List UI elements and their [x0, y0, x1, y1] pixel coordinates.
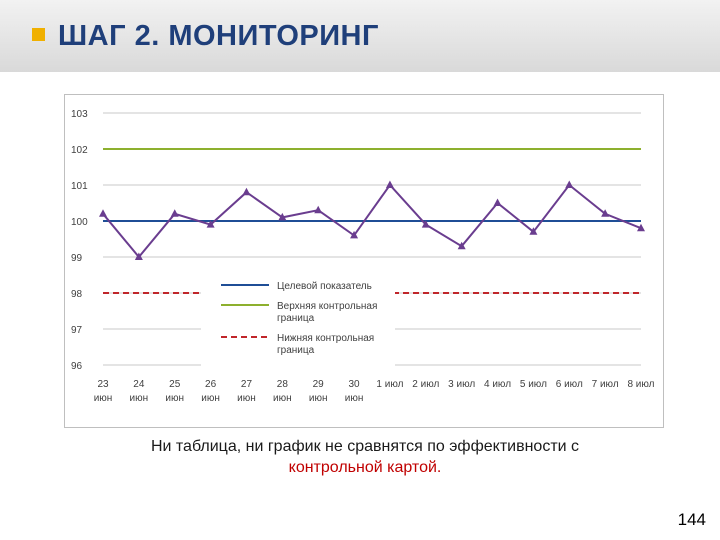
- data-point: [134, 252, 143, 260]
- x-tick-label: июн: [165, 393, 184, 404]
- x-tick-label: 3 июл: [448, 379, 475, 390]
- data-point: [314, 205, 323, 214]
- page-number: 144: [677, 510, 706, 529]
- x-tick-label: июн: [273, 393, 292, 404]
- y-tick-label: 97: [71, 325, 83, 336]
- slide-title: ШАГ 2. МОНИТОРИНГ: [58, 20, 379, 52]
- y-tick-label: 96: [71, 361, 83, 372]
- x-tick-label: июн: [345, 393, 364, 404]
- x-tick-label: 27: [241, 379, 253, 390]
- x-tick-label: июн: [94, 393, 113, 404]
- data-point: [457, 241, 466, 250]
- data-point: [421, 220, 430, 228]
- control-chart-frame: 96 97 98 99 100 101 102 103 23 июн 24 июн 25 июн 26 июн…: [64, 94, 664, 428]
- x-tick-label: 25: [169, 379, 181, 390]
- data-point: [493, 198, 502, 206]
- series-line: [102, 183, 642, 259]
- y-tick-label: 101: [71, 181, 88, 192]
- x-tick-label: 30: [349, 379, 361, 390]
- x-tick-label: 26: [205, 379, 217, 390]
- x-tick-label: 23: [97, 379, 109, 390]
- x-tick-label: июн: [201, 393, 220, 404]
- x-tick-label: 28: [277, 379, 289, 390]
- slide-caption: Ни таблица, ни график не сравнятся по эф…: [60, 436, 670, 478]
- data-point: [385, 180, 394, 188]
- x-tick-label: июн: [130, 393, 149, 404]
- x-tick-label: июн: [309, 393, 328, 404]
- x-tick-label: 2 июл: [412, 379, 439, 390]
- x-tick-label: 1 июл: [376, 379, 403, 390]
- data-point: [637, 223, 645, 232]
- y-tick-label: 99: [71, 253, 83, 264]
- y-tick-label: 98: [71, 289, 83, 300]
- legend-label: Нижняя контрольная: [277, 333, 374, 344]
- data-point: [242, 187, 251, 196]
- legend-label: Верхняя контрольная: [277, 301, 377, 312]
- data-point: [529, 227, 538, 235]
- y-tick-label: 103: [71, 109, 88, 120]
- x-tick-label: 7 июл: [592, 379, 619, 390]
- x-tick-label: 8 июл: [627, 379, 654, 390]
- x-tick-label: июн: [237, 393, 256, 404]
- legend-label: граница: [277, 345, 315, 356]
- x-tick-label: 29: [313, 379, 325, 390]
- legend-label: граница: [277, 313, 315, 324]
- data-point: [206, 220, 215, 228]
- data-point: [170, 209, 179, 217]
- data-point: [99, 209, 107, 217]
- caption-line-1: Ни таблица, ни график не сравнятся по эф…: [150, 438, 580, 455]
- x-tick-label: 24: [133, 379, 145, 390]
- legend-label: Целевой показатель: [277, 281, 372, 292]
- caption-line-2: контрольной картой.: [288, 459, 442, 476]
- data-point: [565, 180, 574, 188]
- x-tick-label: 4 июл: [484, 379, 511, 390]
- x-tick-label: 5 июл: [520, 379, 547, 390]
- control-chart: 96 97 98 99 100 101 102 103 23 июн 24 июн 25 июн 26 июн…: [71, 109, 655, 404]
- data-point: [278, 212, 287, 221]
- title-bullet-icon: [32, 28, 45, 41]
- data-point: [601, 209, 610, 217]
- slide-header: ШАГ 2. МОНИТОРИНГ: [0, 0, 720, 72]
- x-tick-label: 6 июл: [556, 379, 583, 390]
- legend-box: [201, 273, 395, 368]
- y-tick-label: 100: [71, 217, 88, 228]
- y-tick-label: 102: [71, 145, 88, 156]
- data-point: [350, 230, 359, 239]
